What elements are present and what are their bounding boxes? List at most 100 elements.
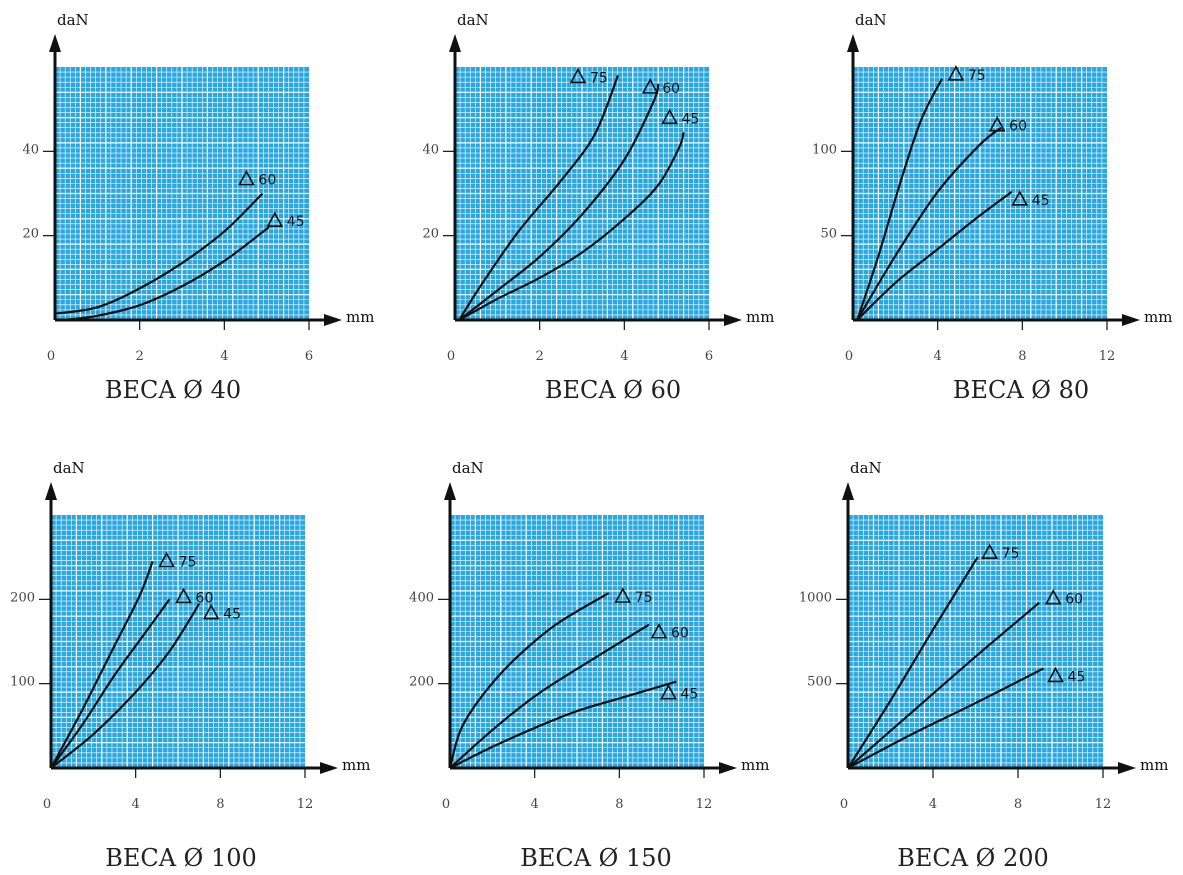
- x-axis-arrow: [719, 762, 737, 774]
- y-tick-label: 500: [807, 675, 832, 690]
- x-tick-label: 2: [136, 349, 144, 364]
- y-tick-label: 40: [22, 142, 39, 157]
- triangle-marker-icon: [202, 603, 220, 620]
- x-axis-label: mm: [1140, 756, 1168, 774]
- y-tick-label: 100: [10, 675, 35, 690]
- chart-4: daN mm 0 4 8 12 100 200 75 60 45 BECA Ø 100: [10, 459, 370, 872]
- x-tick-label: 12: [696, 797, 713, 812]
- x-axis-arrow: [724, 314, 742, 326]
- y-axis-label: daN: [850, 459, 882, 477]
- chart-3: daN mm 0 4 8 12 50 100 75 60 45 BECA Ø 80: [812, 11, 1172, 404]
- chart-6: daN mm 0 4 8 12 500 1000 75 60 45 BECA Ø 200: [799, 459, 1169, 872]
- x-tick-label: 8: [1014, 797, 1022, 812]
- y-tick-label: 400: [409, 590, 434, 605]
- triangle-marker-icon: [660, 683, 677, 700]
- y-tick-label: 1000: [799, 590, 832, 605]
- x-tick-label: 0: [840, 797, 848, 812]
- x-tick-label: 12: [1095, 797, 1112, 812]
- series-label-60: 60: [196, 590, 214, 606]
- series-line-75: [847, 556, 979, 769]
- y-axis-arrow: [444, 482, 456, 500]
- x-tick-label: 0: [447, 349, 455, 364]
- triangle-marker-icon: [1011, 190, 1029, 206]
- series-label-45: 45: [680, 687, 698, 703]
- x-axis-label: mm: [346, 308, 374, 326]
- y-tick-label: 200: [409, 675, 434, 690]
- x-tick-label: 8: [216, 797, 224, 812]
- y-tick-label: 40: [422, 142, 439, 157]
- series-label-45: 45: [287, 214, 305, 230]
- series-label-75: 75: [1002, 546, 1020, 562]
- series-line-45: [50, 602, 201, 769]
- x-axis-label: mm: [342, 756, 370, 774]
- x-axis-arrow: [320, 762, 338, 774]
- series-label-75: 75: [590, 70, 608, 86]
- series-label-60: 60: [1065, 592, 1083, 608]
- x-tick-label: 4: [934, 349, 942, 364]
- y-axis-arrow: [45, 482, 57, 500]
- triangle-marker-icon: [158, 551, 175, 568]
- series-line-60: [449, 623, 650, 769]
- y-axis-label: daN: [57, 11, 89, 29]
- triangle-marker-icon: [175, 587, 192, 604]
- series-label-45: 45: [682, 111, 700, 127]
- series-line-45: [847, 667, 1044, 769]
- x-tick-label: 0: [47, 349, 55, 364]
- triangle-marker-icon: [988, 116, 1006, 132]
- triangle-marker-icon: [981, 543, 998, 559]
- series-line-45: [449, 680, 677, 769]
- series-line-75: [458, 75, 620, 321]
- x-axis-label: mm: [741, 756, 769, 774]
- triangle-marker-icon: [641, 78, 659, 94]
- triangle-marker-icon: [1047, 666, 1064, 683]
- triangle-marker-icon: [661, 108, 678, 125]
- x-axis-arrow: [1122, 314, 1140, 326]
- x-tick-label: 4: [929, 797, 937, 812]
- y-tick-label: 20: [22, 227, 39, 242]
- chart-title: BECA Ø 40: [105, 376, 241, 404]
- x-tick-label: 4: [531, 797, 539, 812]
- series-label-75: 75: [635, 590, 653, 606]
- x-tick-label: 0: [845, 349, 853, 364]
- y-tick-label: 20: [422, 227, 439, 242]
- triangle-marker-icon: [614, 587, 632, 603]
- series-line-60: [54, 192, 264, 315]
- series-label-45: 45: [223, 607, 241, 623]
- y-axis-arrow: [847, 34, 859, 52]
- series-label-60: 60: [258, 173, 276, 189]
- series-line-75: [50, 560, 154, 769]
- series-label-45: 45: [1068, 669, 1086, 685]
- chart-title: BECA Ø 100: [105, 844, 257, 872]
- series-line-45: [458, 132, 685, 321]
- grid-lines: [450, 515, 704, 768]
- grid-lines: [853, 67, 1107, 320]
- series-line-60: [856, 126, 1002, 321]
- x-tick-label: 12: [1099, 349, 1116, 364]
- chart-title: BECA Ø 150: [520, 844, 672, 872]
- series-label-60: 60: [662, 81, 680, 97]
- series-line-75: [448, 592, 610, 769]
- series-label-60: 60: [1009, 119, 1027, 135]
- chart-title: BECA Ø 200: [897, 844, 1049, 872]
- y-tick-label: 50: [820, 227, 837, 242]
- y-axis-label: daN: [855, 11, 887, 29]
- y-axis-arrow: [49, 34, 61, 52]
- x-tick-label: 6: [705, 349, 713, 364]
- chart-title: BECA Ø 60: [545, 376, 681, 404]
- series-label-60: 60: [671, 626, 689, 642]
- y-axis-arrow: [449, 34, 461, 52]
- triangle-marker-icon: [650, 622, 668, 639]
- chart-5: daN mm 0 4 8 12 200 400 75 60 45 BECA Ø 150: [409, 459, 769, 872]
- x-axis-label: mm: [1144, 308, 1172, 326]
- x-axis-label: mm: [746, 308, 774, 326]
- series-line-45: [856, 190, 1013, 321]
- series-line-60: [50, 598, 171, 769]
- x-tick-label: 8: [615, 797, 623, 812]
- series-line-45: [63, 226, 270, 322]
- y-axis-label: daN: [457, 11, 489, 29]
- triangle-marker-icon: [947, 65, 965, 81]
- y-tick-label: 100: [812, 142, 837, 157]
- triangle-marker-icon: [238, 169, 255, 186]
